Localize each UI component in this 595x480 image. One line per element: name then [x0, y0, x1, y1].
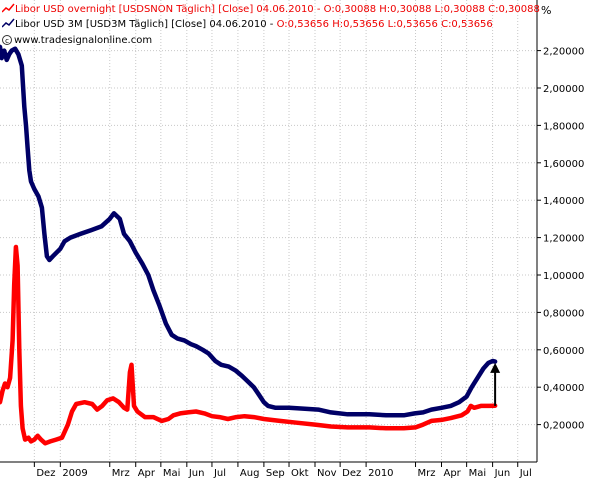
- legend-overnight-label: Libor USD overnight [USDSNON Täglich] [C…: [15, 4, 540, 15]
- x-tick-label: Dez: [36, 468, 55, 479]
- y-tick-label: 1,40000: [543, 196, 584, 207]
- series-line-libor-usd-overnight: [0, 244, 498, 446]
- arrow-head: [490, 362, 501, 373]
- source-credit: c www.tradesignalonline.com: [2, 35, 152, 46]
- x-tick-label: Dez: [342, 468, 361, 479]
- x-tick-label: Apr: [443, 468, 461, 479]
- y-tick-label: 2,00000: [543, 84, 584, 95]
- y-tick-label: 0,80000: [543, 308, 584, 319]
- legend-3m: Libor USD 3M [USD3M Täglich] [Close] 04.…: [1, 18, 493, 31]
- y-tick-label: 2,20000: [543, 47, 584, 58]
- x-tick-label: Mrz: [112, 468, 130, 479]
- x-tick-label: Mrz: [418, 468, 436, 479]
- y-tick-label: 0,40000: [543, 383, 584, 394]
- y-axis: 0,20000 0,40000 0,60000 0,80000 1,00000 1,200…: [537, 47, 584, 432]
- x-tick-label: Jul: [519, 468, 532, 479]
- x-tick-label: Aug: [240, 468, 260, 479]
- x-axis: Dez 2009 Mrz Apr Mai Jun Jul Aug Sep Okt Nov Dez 201…: [33, 462, 532, 479]
- x-tick-label: 2010: [368, 468, 393, 479]
- gridlines: [0, 0, 537, 462]
- legend-3m-label: Libor USD 3M [USD3M Täglich] [Close] 04.…: [15, 19, 277, 30]
- x-tick-label: 2009: [62, 468, 87, 479]
- overnight-line-icon: [1, 3, 15, 13]
- copyright-icon: c: [2, 35, 12, 45]
- legend-overnight: Libor USD overnight [USDSNON Täglich] [C…: [1, 3, 540, 16]
- source-text: www.tradesignalonline.com: [14, 35, 153, 46]
- x-tick-label: Apr: [138, 468, 156, 479]
- x-tick-label: Mai: [469, 468, 487, 479]
- x-tick-label: Okt: [291, 468, 309, 479]
- legend-3m-values: O:0,53656 H:0,53656 L:0,53656 C:0,53656: [276, 19, 493, 30]
- x-tick-label: Jul: [213, 468, 226, 479]
- x-tick-label: Jun: [188, 468, 205, 479]
- threem-line-icon: [1, 18, 15, 28]
- series-group: [0, 44, 498, 446]
- y-tick-label: 1,00000: [543, 271, 584, 282]
- x-tick-label: Sep: [266, 468, 285, 479]
- x-tick-label: Mai: [163, 468, 181, 479]
- y-tick-label: 0,20000: [543, 421, 584, 432]
- x-tick-label: Nov: [317, 468, 337, 479]
- x-tick-label: Jun: [494, 468, 511, 479]
- y-tick-label: 1,20000: [543, 234, 584, 245]
- series-line-libor-usd-3m: [0, 44, 498, 418]
- y-tick-label: 0,60000: [543, 346, 584, 357]
- y-tick-label: 1,60000: [543, 159, 584, 170]
- annotations: [490, 362, 501, 406]
- y-tick-label: 1,80000: [543, 121, 584, 132]
- y-unit-label: %: [541, 4, 552, 17]
- plot-area: [0, 0, 537, 462]
